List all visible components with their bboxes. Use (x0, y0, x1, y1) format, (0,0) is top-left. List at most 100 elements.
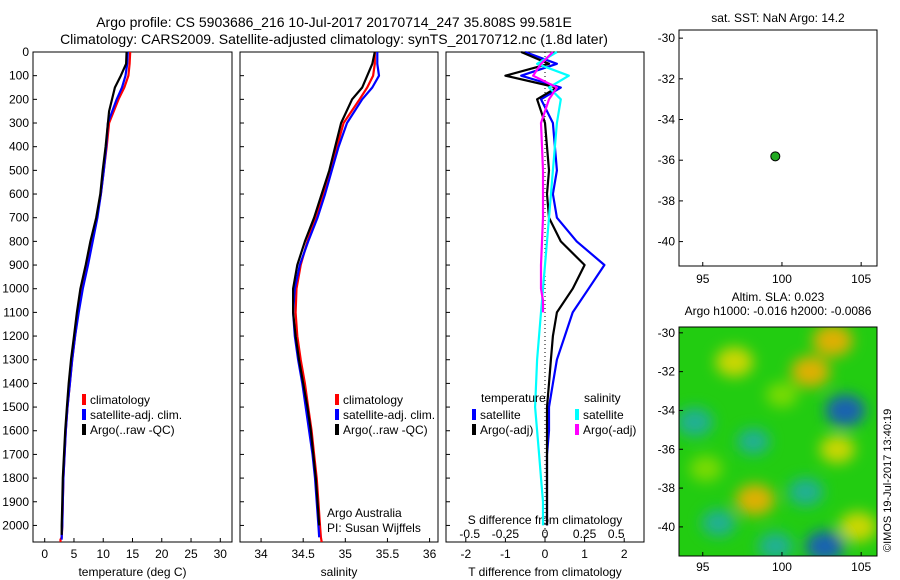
depth-tick-label: 1200 (2, 329, 29, 343)
temperature-panel: 0100200300400500600700800900100011001200… (2, 45, 233, 579)
float-location-marker (770, 151, 781, 162)
sla-anomaly-blob (825, 394, 866, 427)
depth-tick-label: 500 (9, 163, 29, 177)
temperature-xtick-label: 30 (214, 547, 228, 561)
legend-swatch (575, 424, 579, 435)
legend-swatch (472, 424, 476, 435)
depth-tick-label: 1900 (2, 495, 29, 509)
depth-tick-label: 1500 (2, 400, 29, 414)
legend-swatch (335, 424, 339, 435)
legend-label: satellite-adj. clim. (90, 408, 182, 422)
sla-anomaly-blob (758, 532, 794, 556)
map-ytick-label: -40 (658, 235, 676, 249)
location-map-panel: sat. SST: NaN Argo: 14.2 -30 -32 -34 -36 -38 -… (658, 11, 878, 286)
sla-anomaly-blob (737, 428, 770, 455)
depth-tick-label: 1000 (2, 282, 29, 296)
temperature-xtick-label: 5 (71, 547, 78, 561)
sla-blobs (679, 327, 877, 556)
depth-tick-label: 1800 (2, 471, 29, 485)
legend-label: Argo(..raw -QC) (90, 423, 175, 437)
legend-label: Argo(..raw -QC) (343, 423, 428, 437)
legend-label: satellite-adj. clim. (343, 408, 435, 422)
legend-label: climatology (343, 393, 403, 407)
depth-tick-label: 100 (9, 69, 29, 83)
depth-tick-label: 800 (9, 234, 29, 248)
depth-tick-label: 1400 (2, 376, 29, 390)
salinity-xtick-label: 35.5 (376, 547, 400, 561)
map-xtick-label: 105 (851, 272, 871, 286)
sla-ytick-label: -34 (658, 403, 676, 417)
sla-xtick-label: 95 (696, 560, 710, 574)
legend-label: climatology (90, 393, 150, 407)
difference-xtick-label: -1 (500, 547, 511, 561)
diff-top-tick-label: -0.5 (459, 527, 480, 541)
depth-tick-label: 700 (9, 211, 29, 225)
legend-swatch (335, 409, 339, 420)
map-xtick-label: 95 (696, 272, 710, 286)
map-ytick-label: -36 (658, 153, 676, 167)
map-ytick-label: -34 (658, 113, 676, 127)
series-line-t-argo-adj- (504, 50, 586, 526)
diff-top-tick-label: 0.5 (608, 527, 625, 541)
salinity-xtick-label: 34 (254, 547, 268, 561)
legend-swatch (82, 424, 86, 435)
diff-top-tick-label: 0.25 (573, 527, 597, 541)
legend-title-salinity: salinity (584, 391, 621, 405)
figure-title-line2: Climatology: CARS2009. Satellite-adjuste… (60, 31, 608, 47)
legend-label: Argo(-adj) (583, 423, 636, 437)
map-axes-box (678, 29, 878, 267)
sla-ytick-label: -38 (658, 481, 676, 495)
legend-swatch (335, 394, 339, 405)
sla-title-line1: Altim. SLA: 0.023 (732, 290, 825, 304)
sla-anomaly-blob (805, 530, 845, 556)
depth-tick-label: 1600 (2, 424, 29, 438)
sla-field (679, 327, 877, 556)
legend-swatch (575, 409, 579, 420)
sla-anomaly-blob (735, 484, 775, 516)
map-title: sat. SST: NaN Argo: 14.2 (711, 11, 845, 25)
sla-anomaly-blob (701, 509, 736, 537)
difference-xtick-label: -2 (460, 547, 471, 561)
temperature-axes-box (32, 51, 233, 543)
depth-tick-label: 200 (9, 92, 29, 106)
map-ytick-label: -38 (658, 194, 676, 208)
depth-tick-label: 300 (9, 116, 29, 130)
pi-label: PI: Susan Wijffels (327, 521, 421, 535)
depth-tick-label: 0 (22, 45, 29, 59)
legend-swatch (82, 409, 86, 420)
series-line-argo-raw-qc- (292, 51, 376, 526)
legend-swatch (472, 409, 476, 420)
map-ytick-label: -32 (658, 72, 676, 86)
sla-ytick-label: -32 (658, 365, 676, 379)
depth-tick-label: 600 (9, 187, 29, 201)
sla-anomaly-blob (689, 455, 723, 482)
sla-anomaly-blob (812, 327, 853, 357)
sla-ytick-label: -40 (658, 520, 676, 534)
depth-tick-label: 2000 (2, 518, 29, 532)
map-xtick-label: 100 (772, 272, 792, 286)
depth-tick-label: 400 (9, 140, 29, 154)
salinity-panel: 34 34.5 35 35.5 36 salinity climatologysatelli… (239, 51, 439, 579)
salinity-xtick-label: 34.5 (292, 547, 316, 561)
series-line-s-argo-adj- (531, 51, 559, 313)
difference-xtick-label: 1 (581, 547, 588, 561)
credit-label: Argo Australia (327, 506, 402, 520)
salinity-xtick-label: 35 (339, 547, 353, 561)
salinity-axes-box (239, 51, 439, 543)
sla-anomaly-blob (839, 511, 877, 542)
sla-axes-box (678, 326, 878, 557)
temperature-xtick-label: 15 (126, 547, 140, 561)
depth-tick-label: 1700 (2, 447, 29, 461)
legend-label: satellite (480, 408, 521, 422)
salinity-xtick-label: 36 (423, 547, 437, 561)
difference-xlabel: T difference from climatology (468, 565, 622, 579)
difference-xtick-label: 0 (542, 547, 549, 561)
map-ytick-label: -30 (658, 31, 676, 45)
series-line-argo-raw-qc- (60, 51, 128, 535)
legend-title-temperature: temperature (481, 391, 546, 405)
sla-ytick-label: -30 (658, 326, 676, 340)
difference-panel: -2 -1 0 1 2 T difference from climatology -0.5… (445, 50, 645, 579)
sla-anomaly-blob (791, 356, 830, 388)
depth-tick-label: 1100 (3, 305, 29, 319)
